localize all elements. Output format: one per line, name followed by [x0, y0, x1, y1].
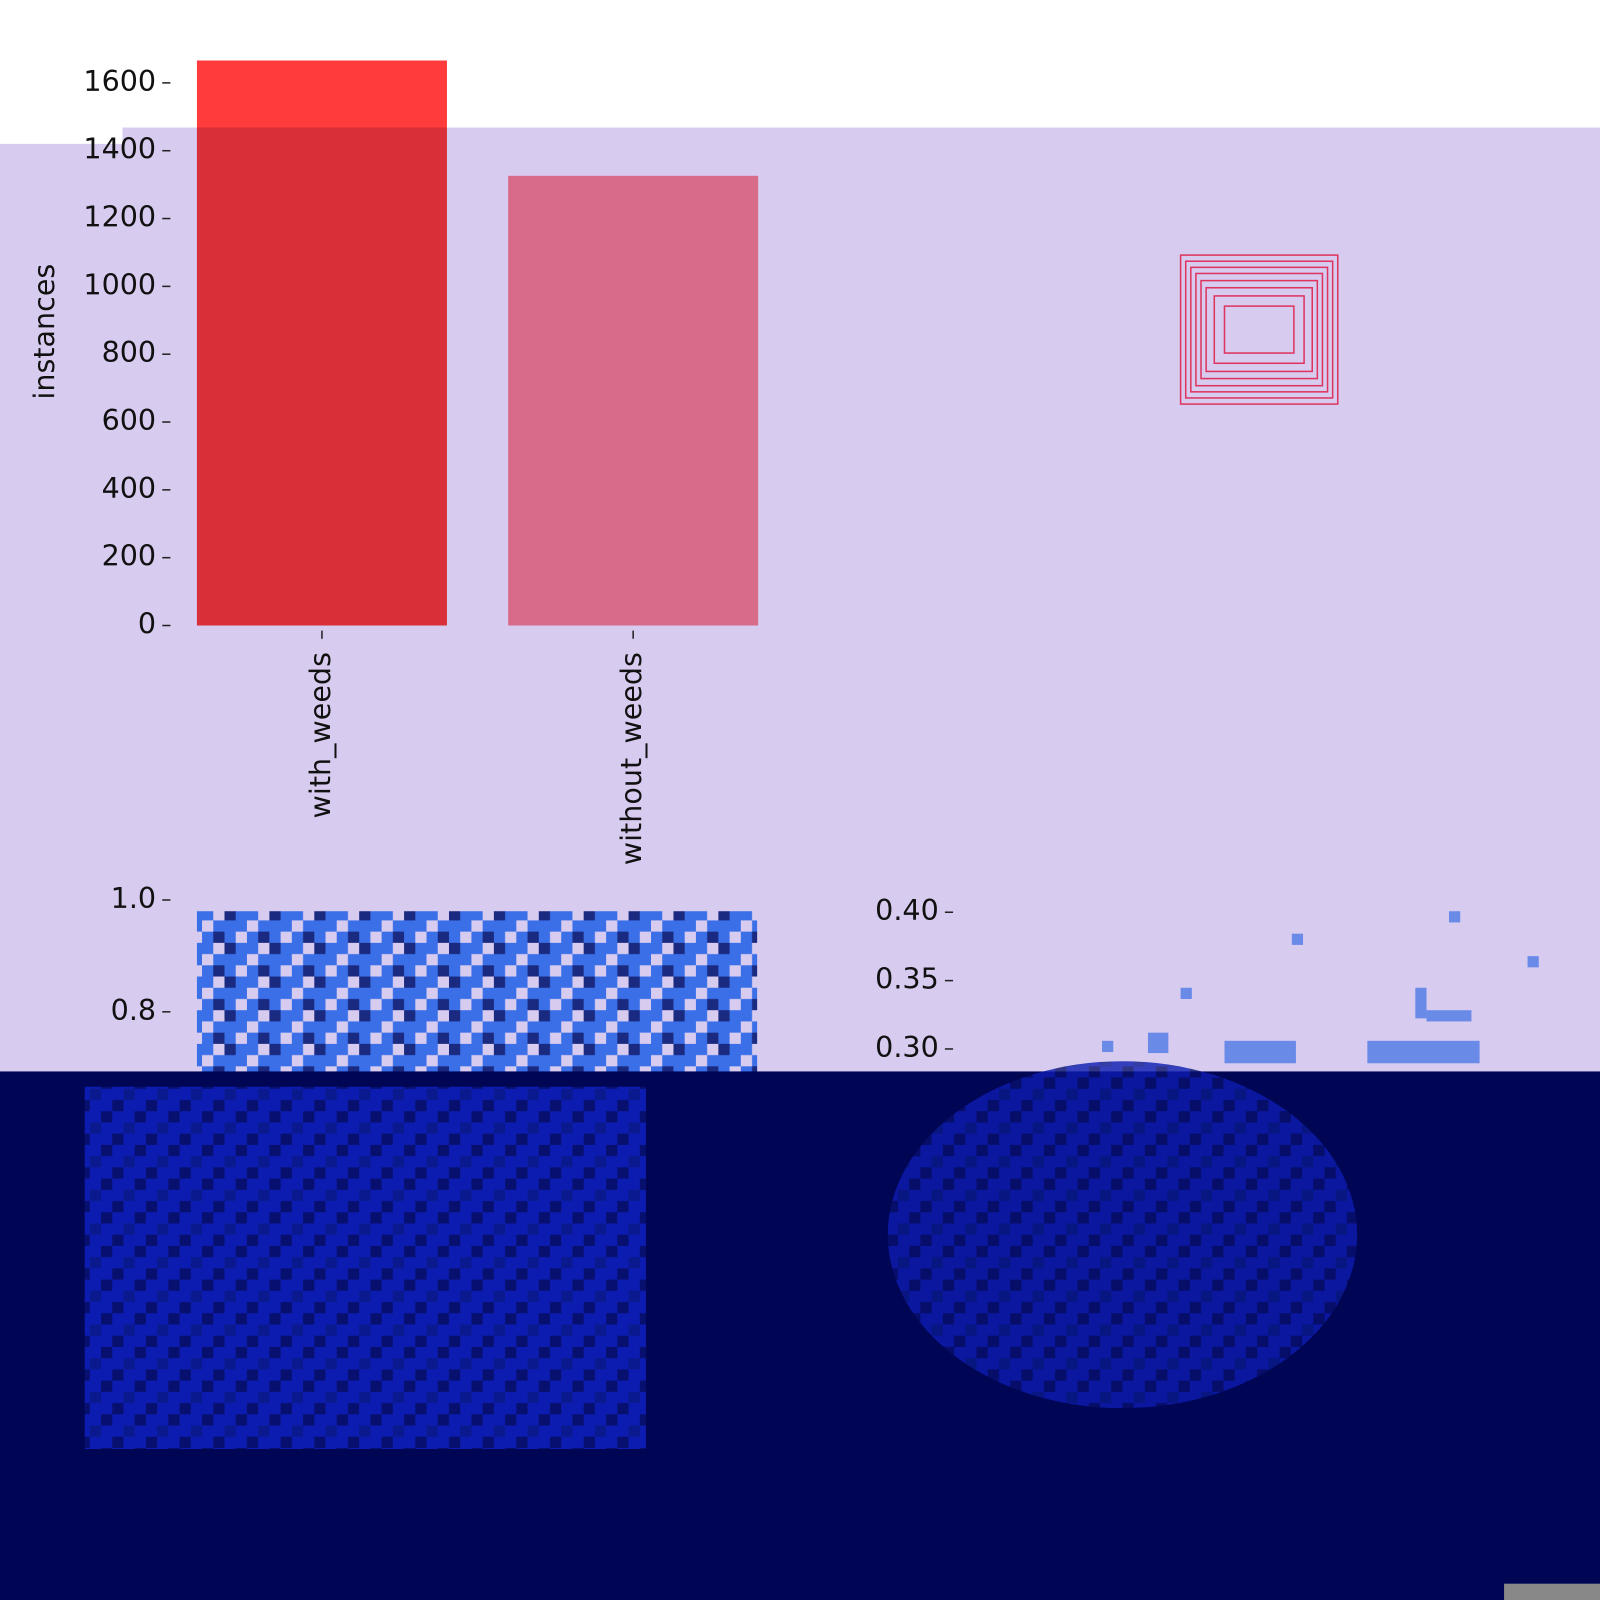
- y-tick-label: 0.40: [875, 893, 939, 927]
- y-tick-label: 400: [102, 471, 157, 505]
- dark-heatmap-left: [84, 1086, 646, 1449]
- corner-block: [1504, 1583, 1600, 1600]
- x-tick-label: with_weeds: [303, 652, 337, 818]
- y-tick-label: 0.30: [875, 1030, 939, 1064]
- dark-heatmap-right: [887, 1061, 1358, 1409]
- box-overlay: [1179, 254, 1339, 405]
- y-tick-label: 0.8: [111, 993, 156, 1027]
- y-tick-label: 0: [138, 607, 156, 641]
- y-axis-label: instances: [27, 264, 61, 400]
- size-heatmap: [1102, 911, 1539, 1064]
- y-tick-label: 1600: [83, 64, 156, 98]
- x-tick-label: without_weeds: [614, 652, 648, 865]
- y-tick-label: 0.35: [875, 962, 939, 996]
- y-tick-label: 600: [102, 403, 157, 437]
- y-tick-label: 200: [102, 539, 157, 573]
- y-tick-label: 1000: [83, 267, 156, 301]
- overlay-gap: [0, 127, 123, 144]
- y-tick-label: 1400: [83, 132, 156, 166]
- y-tick-label: 800: [102, 335, 157, 369]
- y-tick-label: 1200: [83, 200, 156, 234]
- label-heatmap: [196, 911, 758, 1087]
- y-tick-label: 1.0: [111, 881, 156, 915]
